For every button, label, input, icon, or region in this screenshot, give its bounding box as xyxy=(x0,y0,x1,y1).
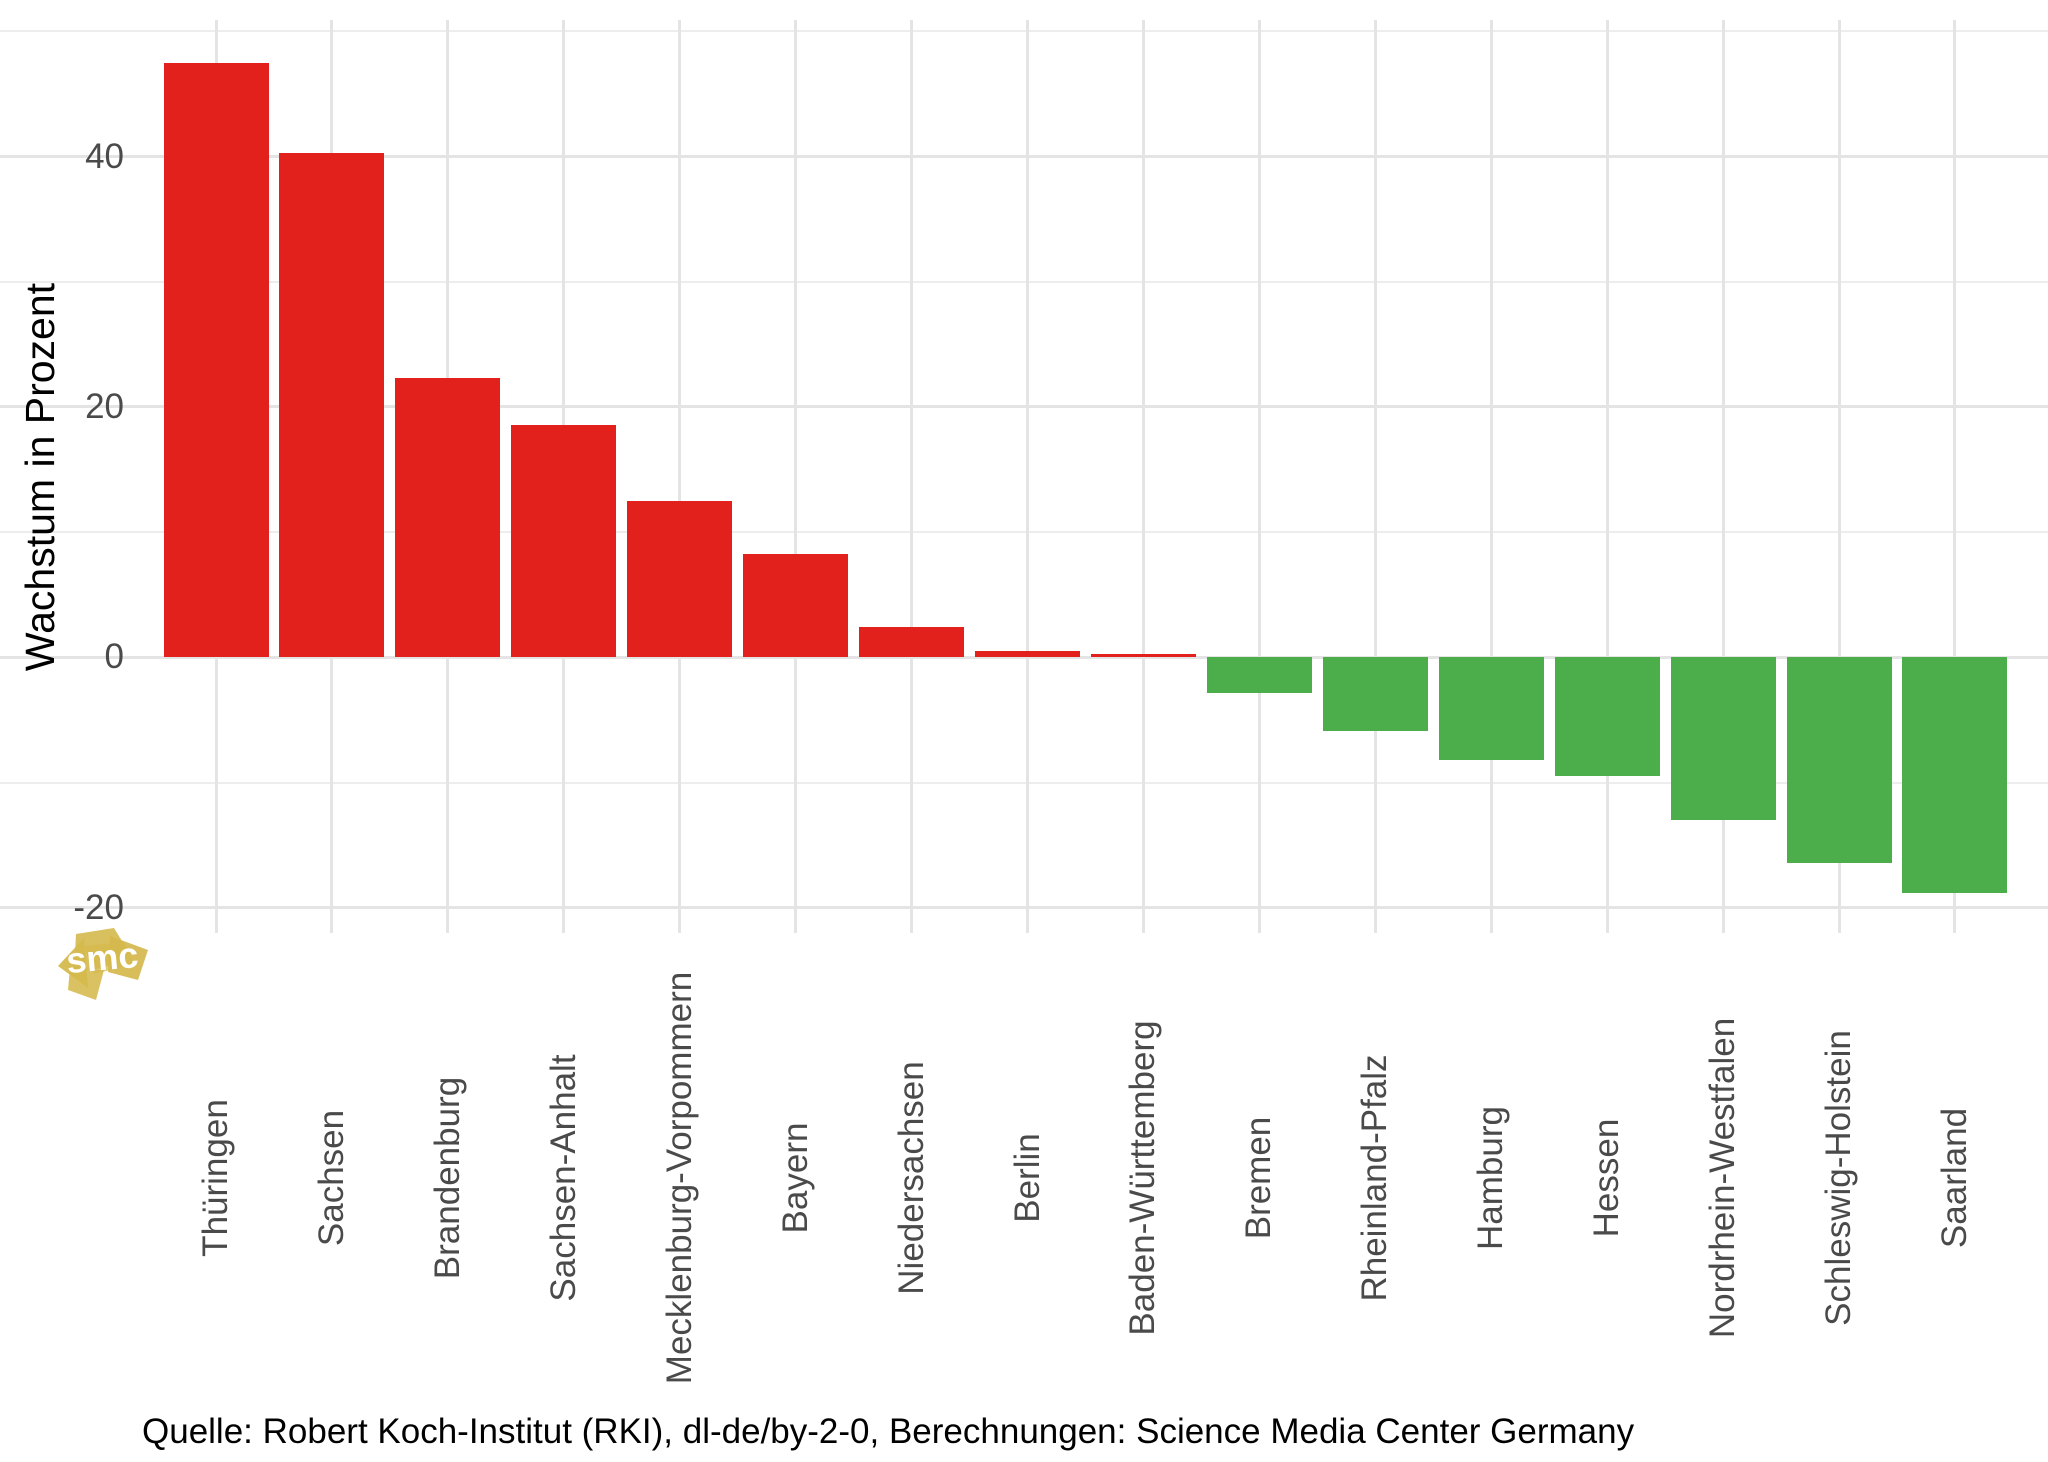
bar-hessen xyxy=(1554,657,1660,777)
gridline-category-7 xyxy=(910,20,914,933)
gridline-major-y-20 xyxy=(0,405,2048,409)
gridline-minor-y--10 xyxy=(0,781,2048,784)
x-label-schleswig-holstein: Schleswig-Holstein xyxy=(1819,1030,1859,1326)
smc-logo: smc xyxy=(58,928,148,1000)
bar-niedersachsen xyxy=(859,627,965,658)
gridline-major-y-0 xyxy=(0,655,2048,659)
x-label-rheinland-pfalz: Rheinland-Pfalz xyxy=(1355,1054,1395,1302)
x-label-berlin: Berlin xyxy=(1007,1133,1047,1223)
bar-baden-wuerttemberg xyxy=(1090,653,1196,658)
x-label-sachsen-anhalt: Sachsen-Anhalt xyxy=(543,1054,583,1302)
y-tick-label--20: -20 xyxy=(73,887,124,927)
x-label-bremen: Bremen xyxy=(1239,1116,1279,1240)
gridline-category-13 xyxy=(1605,20,1609,933)
x-label-sachsen: Sachsen xyxy=(311,1109,351,1247)
gridline-major-y--20 xyxy=(0,906,2048,910)
bar-bremen xyxy=(1206,657,1312,693)
gridline-category-11 xyxy=(1373,20,1377,933)
source-caption: Quelle: Robert Koch-Institut (RKI), dl-d… xyxy=(142,1412,1635,1451)
x-label-baden-wuerttemberg: Baden-Württemberg xyxy=(1123,1020,1163,1336)
bar-rheinland-pfalz xyxy=(1322,657,1428,732)
gridline-category-12 xyxy=(1489,20,1493,933)
x-label-niedersachsen: Niedersachsen xyxy=(891,1061,931,1295)
gridline-category-16 xyxy=(1953,20,1957,933)
y-tick-label-40: 40 xyxy=(85,136,124,176)
x-label-bayern: Bayern xyxy=(775,1122,815,1234)
x-label-brandenburg: Brandenburg xyxy=(427,1076,467,1280)
gridline-category-15 xyxy=(1837,20,1841,933)
gridline-category-9 xyxy=(1141,20,1145,933)
smc-logo-shape xyxy=(68,968,104,1000)
gridline-category-14 xyxy=(1721,20,1725,933)
smc-logo-shape xyxy=(84,942,134,974)
x-label-saarland: Saarland xyxy=(1934,1107,1974,1249)
bar-bayern xyxy=(743,553,849,658)
x-label-hessen: Hessen xyxy=(1587,1118,1627,1238)
gridline-minor-y-50 xyxy=(0,30,2048,33)
y-tick-label-0: 0 xyxy=(104,637,124,677)
x-label-nordrhein-westfalen: Nordrhein-Westfalen xyxy=(1703,1017,1743,1339)
bar-saarland xyxy=(1902,657,2008,893)
bar-brandenburg xyxy=(395,378,501,658)
gridline-major-y-40 xyxy=(0,155,2048,158)
x-label-mecklenburg-vorpommern: Mecklenburg-Vorpommern xyxy=(659,971,699,1385)
gridline-category-5 xyxy=(678,20,682,933)
gridline-minor-y-30 xyxy=(0,280,2048,283)
gridline-category-6 xyxy=(794,20,798,933)
bar-mecklenburg-vorpommern xyxy=(627,500,733,658)
bar-hamburg xyxy=(1438,657,1544,761)
bar-schleswig-holstein xyxy=(1786,657,1892,863)
bar-nordrhein-westfalen xyxy=(1670,657,1776,821)
gridline-category-8 xyxy=(1026,20,1029,933)
bar-sachsen xyxy=(279,152,385,658)
smc-logo-text: smc xyxy=(65,934,140,981)
bar-thueringen xyxy=(163,62,269,658)
bar-sachsen-anhalt xyxy=(511,424,617,658)
x-label-hamburg: Hamburg xyxy=(1471,1106,1511,1250)
gridline-category-10 xyxy=(1257,20,1261,933)
x-label-thueringen: Thüringen xyxy=(196,1099,235,1257)
bar-berlin xyxy=(975,651,1080,658)
y-tick-label-20: 20 xyxy=(85,386,124,426)
gridline-minor-y-10 xyxy=(0,531,2048,534)
